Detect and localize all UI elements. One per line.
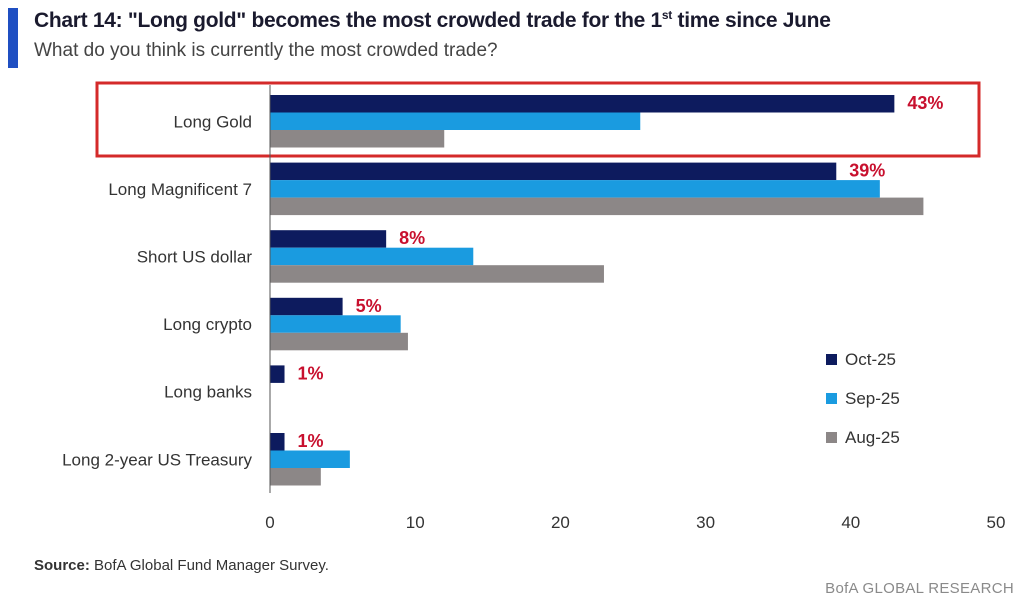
bar-sep-25 <box>270 450 350 468</box>
bar-oct-25 <box>270 433 285 451</box>
category-label: Long crypto <box>163 315 252 334</box>
bar-oct-25 <box>270 297 343 316</box>
bar-oct-25 <box>270 95 895 113</box>
bar-sep-25 <box>270 180 880 198</box>
legend-label: Aug-25 <box>845 428 900 447</box>
x-tick-label: 20 <box>551 513 570 532</box>
x-tick-label: 40 <box>841 513 860 532</box>
x-tick-label: 0 <box>265 513 274 532</box>
bar-sep-25 <box>270 112 641 130</box>
brand-footer: BofA GLOBAL RESEARCH <box>825 580 1014 597</box>
x-tick-label: 50 <box>987 513 1006 532</box>
category-label: Long Magnificent 7 <box>108 180 252 199</box>
title-accent-bar <box>8 8 18 68</box>
bar-oct-25 <box>270 365 285 383</box>
bar-aug-25 <box>270 332 408 351</box>
bar-aug-25 <box>270 130 445 148</box>
chart-subtitle: What do you think is currently the most … <box>34 40 498 61</box>
legend-swatch <box>826 432 837 443</box>
data-label: 1% <box>298 363 324 383</box>
bar-oct-25 <box>270 230 387 248</box>
chart-title: Chart 14: "Long gold" becomes the most c… <box>34 8 831 32</box>
x-tick-label: 30 <box>696 513 715 532</box>
data-label: 8% <box>399 228 425 248</box>
legend-label: Sep-25 <box>845 389 900 408</box>
legend-swatch <box>826 354 837 365</box>
category-label: Long banks <box>164 383 252 402</box>
legend-label: Oct-25 <box>845 350 896 369</box>
category-label: Long Gold <box>174 112 252 131</box>
data-label: 1% <box>298 431 324 451</box>
x-tick-label: 10 <box>406 513 425 532</box>
category-label: Long 2-year US Treasury <box>62 450 252 469</box>
source-note: Source: BofA Global Fund Manager Survey. <box>34 557 329 574</box>
category-label: Short US dollar <box>137 247 253 266</box>
bar-sep-25 <box>270 247 474 266</box>
highlight-box <box>95 81 981 158</box>
bar-oct-25 <box>270 162 837 181</box>
data-label: 5% <box>356 296 382 316</box>
bar-aug-25 <box>270 468 321 486</box>
bar-sep-25 <box>270 315 401 333</box>
data-label: 43% <box>907 93 943 113</box>
legend-swatch <box>826 393 837 404</box>
bar-aug-25 <box>270 265 604 283</box>
bar-aug-25 <box>270 197 924 216</box>
data-label: 39% <box>849 161 885 181</box>
